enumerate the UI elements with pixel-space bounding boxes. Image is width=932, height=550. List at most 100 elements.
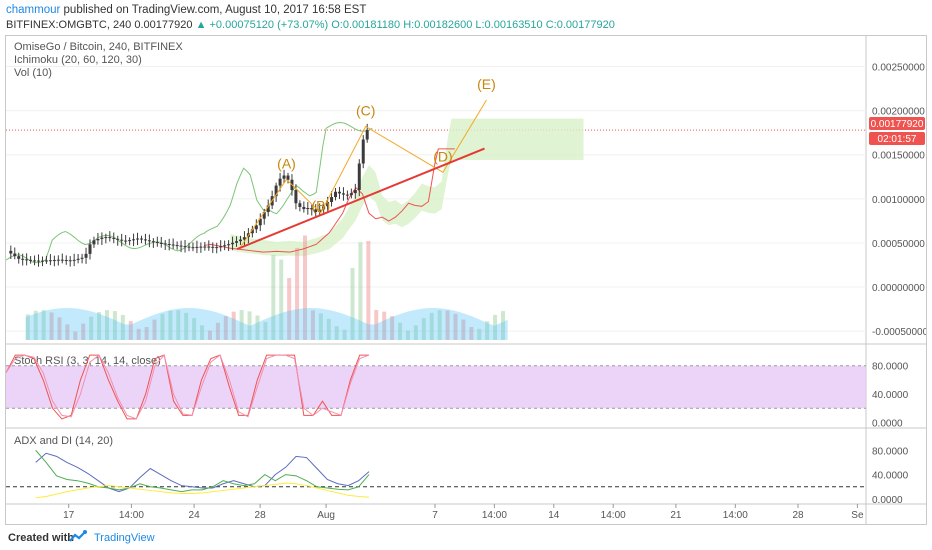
volume-bar [239,310,244,340]
candle-body [92,240,96,245]
candle-body [120,239,124,241]
candle-body [258,218,262,226]
wave-label: (A) [277,155,296,171]
candle-body [250,229,254,234]
candle-body [37,260,41,262]
candle-body [132,239,136,241]
volume-bar [105,310,109,340]
author-link[interactable]: chammour [6,4,61,16]
price-change: ▲ +0.00075120 (+73.07%) [195,19,329,31]
support-trendline [236,147,485,251]
volume-bar [334,326,339,340]
time-tick-label: 14:00 [482,510,507,521]
candle-body [104,237,108,239]
candle-body [326,202,330,207]
legend-adx: ADX and DI (14, 20) [14,435,113,447]
candle-body [179,245,183,247]
stoch-line [5,354,370,420]
time-tick-label: 14:00 [723,510,748,521]
candle-body [215,247,219,249]
candle-body [151,241,155,243]
candle-body [60,259,64,261]
candle-body [128,240,132,242]
volume-bar [445,310,450,340]
price-tick-label: 0.00150000 [872,151,925,162]
volume-bar [41,310,46,340]
candle-body [334,191,338,198]
candle-body [171,244,175,246]
published-text: published on TradingView.com, August 10,… [63,4,367,16]
time-tick-label: 28 [792,510,804,521]
trendline [236,147,485,251]
volume-bar [469,327,474,340]
adx-line [35,449,370,493]
time-tick-label: 14:00 [601,510,626,521]
volume-bar [81,323,86,340]
candle-body [21,258,25,260]
volume-bar [501,311,505,340]
candle-body [17,256,21,259]
candle-body [361,139,365,164]
price-tick-label: 0.00000000 [872,283,925,294]
wave-label: (C) [356,102,375,118]
candle-body [76,258,80,260]
candle-body [310,208,314,210]
volume-bar [287,277,292,340]
volume-bar [89,316,94,340]
volume-bar [65,324,70,340]
candle-body [231,242,235,245]
stoch-line [5,354,369,420]
candle-body [223,245,227,247]
candle-body [29,259,33,261]
candle-body [25,259,29,261]
candle-body [96,238,100,241]
candle-body [88,244,92,254]
ichimoku-cloud [230,118,584,257]
candle-body [330,197,334,202]
adx-line [35,482,370,499]
volume-bar [437,310,442,340]
candle-body [302,206,306,210]
candle-body [294,190,298,204]
candle-body [183,246,187,248]
time-tick-label: 7 [432,510,438,521]
volume-ma-area [25,308,508,340]
chart-area[interactable]: OmiseGo / Bitcoin, 240, BITFINEX Ichimok… [5,35,929,525]
time-tick-label: 21 [670,510,682,521]
time-tick-label: 17 [63,510,75,521]
candle-body [80,257,84,259]
candle-body [219,246,223,248]
candle-body [112,237,116,239]
volume-bar [144,327,149,340]
adx-pane: 80.0000 40.0000 0.0000 [6,446,909,506]
candle-body [48,260,52,262]
candle-body [56,259,60,261]
stoch-rsi-pane: 80.0000 40.0000 0.0000 [5,354,909,429]
price-axis: 0.00250000 0.00200000 0.00150000 0.00100000… [872,62,929,338]
candle-body [286,175,290,180]
candle-body [136,238,140,240]
last-price: 0.00177920 [134,19,193,31]
candle-body [84,253,88,258]
tradingview-brand[interactable]: TradingView [94,532,155,544]
chart-canvas[interactable]: OmiseGo / Bitcoin, 240, BITFINEX Ichimok… [5,36,929,524]
candle-body [211,246,215,248]
candle-body [191,247,195,249]
volume-bar [342,329,347,340]
tradingview-logo-icon[interactable] [68,529,90,545]
price-tick-label: 0.00200000 [872,107,925,118]
volume-bar [73,331,78,340]
volume-bar [128,321,133,340]
volume-bar [112,311,117,340]
candle-body [72,259,76,261]
time-tick-label: Se [851,510,864,521]
candle-body [278,178,282,186]
candle-body [155,242,159,244]
stoch-tick-label: 0.0000 [872,418,903,429]
time-tick-label: 24 [189,510,201,521]
created-with-label: Created with [8,532,75,544]
volume-bar [168,310,173,340]
price-badge-text: 0.00177920 [871,119,924,130]
time-tick-label: 14 [548,510,560,521]
candle-body [227,244,231,246]
